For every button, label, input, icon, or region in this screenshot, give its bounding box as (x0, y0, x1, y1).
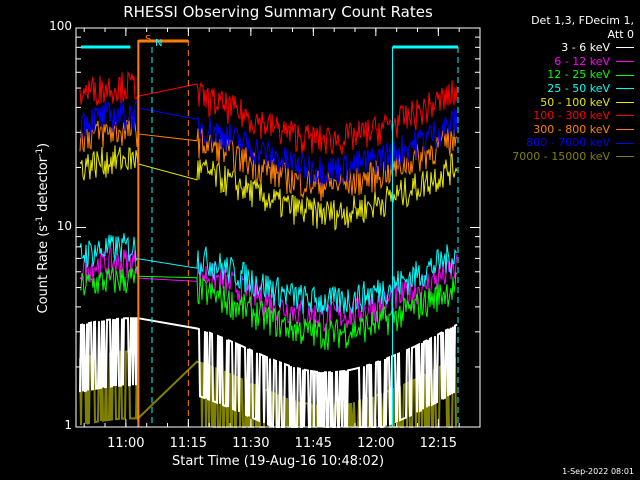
legend-entry: 800 - 7000 keV (482, 136, 634, 150)
legend-entry: 12 - 25 keV (482, 68, 634, 82)
legend-entry: 100 - 300 keV (482, 109, 634, 123)
legend-entry: 6 - 12 keV (482, 55, 634, 69)
night-marker: N (155, 38, 163, 49)
legend-entry: 50 - 100 keV (482, 96, 634, 110)
legend-label: 800 - 7000 keV (526, 136, 610, 150)
legend-header-line2: Att 0 (607, 27, 634, 41)
legend-label: 3 - 6 keV (561, 41, 610, 55)
y-tick-label-10: 10 (56, 219, 72, 233)
x-tick-label: 11:30 (232, 436, 270, 451)
x-tick-label: 11:15 (169, 436, 208, 451)
legend-label: 50 - 100 keV (540, 95, 610, 109)
saa-marker: S (145, 34, 152, 45)
legend-label: 300 - 800 keV (533, 122, 610, 136)
legend-swatch (616, 47, 634, 49)
legend-label: 6 - 12 keV (554, 54, 610, 68)
series-line-12-25-keV (79, 265, 458, 351)
legend-swatch (616, 101, 634, 103)
series-line-800-7000-keV (79, 99, 458, 186)
series-line-100-300-keV (79, 70, 458, 155)
legend-swatch (616, 115, 634, 117)
legend-entry: 3 - 6 keV (482, 41, 634, 55)
legend-label: 7000 - 15000 keV (512, 149, 610, 163)
legend-swatch (616, 129, 634, 131)
legend-swatch (616, 142, 634, 144)
legend-entry: 7000 - 15000 keV (482, 150, 634, 164)
y-tick-label-100: 100 (49, 19, 72, 33)
legend-swatch (616, 88, 634, 90)
x-tick-label: 12:15 (419, 436, 458, 451)
legend-header-line1: Det 1,3, FDecim 1, (531, 14, 634, 27)
legend-swatch (616, 61, 634, 63)
x-axis-label: Start Time (19-Aug-16 10:48:02) (171, 454, 385, 469)
x-tick-label: 11:45 (294, 436, 333, 451)
footer-date: 1-Sep-2022 08:01 (562, 467, 634, 476)
x-tick-label: 11:00 (107, 436, 145, 451)
legend: Det 1,3, FDecim 1, Att 0 3 - 6 keV 6 - 12… (482, 14, 634, 164)
x-tick-label: 12:00 (357, 436, 395, 451)
legend-swatch (616, 74, 634, 76)
legend-label: 25 - 50 keV (547, 81, 610, 95)
legend-swatch (616, 156, 634, 158)
y-tick-label-1: 1 (64, 418, 72, 432)
series-line-50-100-keV (79, 145, 458, 231)
chart-title: RHESSI Observing Summary Count Rates (123, 3, 433, 21)
legend-entry: 300 - 800 keV (482, 123, 634, 137)
y-axis-label: Count Rate (s-1 detector-1) (34, 142, 52, 314)
legend-label: 100 - 300 keV (533, 109, 610, 123)
series-line-25-50-keV (79, 233, 458, 315)
legend-entry: 25 - 50 keV (482, 82, 634, 96)
legend-label: 12 - 25 keV (547, 68, 610, 82)
series-line-3-6-keV (79, 317, 458, 429)
